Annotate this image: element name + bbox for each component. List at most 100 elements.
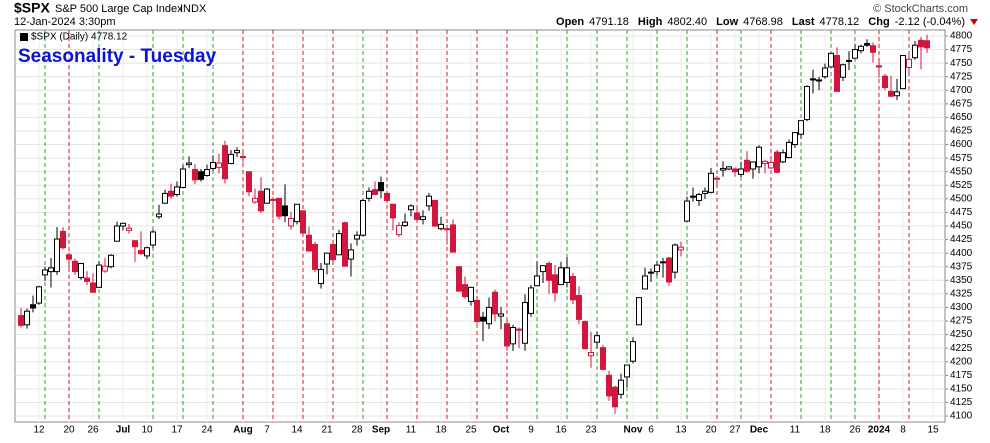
x-tick-label: Jul (116, 425, 131, 436)
stat-value: 4778.12 (820, 16, 860, 28)
candle-body (642, 275, 648, 290)
x-tick-label: 24 (201, 425, 213, 436)
candle-body (90, 282, 96, 293)
candle-body (678, 246, 684, 251)
candle-body (384, 192, 390, 201)
x-tick-label: 12 (33, 425, 45, 436)
candle-body (786, 141, 792, 159)
candle-body (498, 313, 504, 317)
candle-body (354, 234, 360, 240)
candle-body (450, 224, 456, 253)
candle-body (696, 194, 702, 201)
candle-body (474, 299, 480, 323)
candle-body (654, 264, 660, 273)
y-tick-label: 4725 (950, 71, 973, 82)
candle-body (546, 262, 552, 281)
candle-body (780, 152, 786, 163)
x-tick-label: 28 (351, 425, 363, 436)
candle-body (870, 45, 876, 53)
candle-body (336, 233, 342, 256)
candle-body (186, 162, 192, 166)
x-tick-label: 26 (849, 425, 861, 436)
x-tick-label: Aug (233, 425, 252, 436)
candle-body (96, 264, 102, 288)
candle-body (852, 49, 858, 59)
candle-body (288, 217, 294, 227)
stat-value: 4802.40 (667, 16, 707, 28)
candle-body (912, 44, 918, 59)
candle-body (846, 59, 852, 62)
candle-body (666, 257, 672, 283)
candle-body (876, 65, 882, 68)
down-arrow (970, 19, 978, 25)
candle-body (270, 198, 276, 201)
y-tick-label: 4150 (950, 384, 973, 395)
candle-body (684, 200, 690, 222)
candle-body (228, 153, 234, 165)
candle-body (720, 167, 726, 171)
x-tick-label: 11 (406, 425, 417, 436)
stat-value: -2.12 (-0.04%) (895, 16, 965, 28)
candle-body (402, 221, 408, 226)
candle-body (882, 75, 888, 89)
candle-body (552, 274, 558, 294)
y-tick-label: 4525 (950, 180, 973, 191)
candle-body (888, 90, 894, 97)
candle-body (858, 45, 864, 52)
candle-body (600, 347, 606, 370)
y-tick-label: 4800 (950, 31, 973, 42)
candle-body (714, 177, 720, 180)
y-tick-label: 4175 (950, 370, 973, 381)
x-tick-label: 20 (705, 425, 717, 436)
candle-body (522, 302, 528, 344)
candle-body (264, 188, 270, 204)
candle-body (708, 172, 714, 193)
candle-body (900, 55, 906, 90)
y-tick-label: 4200 (950, 356, 973, 367)
x-tick-label: 7 (264, 425, 270, 436)
candle-body (810, 78, 816, 81)
candle-body (534, 275, 540, 287)
candle-body (78, 262, 84, 279)
candle-body (282, 205, 288, 217)
candle-body (138, 249, 144, 255)
candle-body (210, 161, 216, 169)
y-tick-label: 4700 (950, 85, 973, 96)
candle-body (612, 386, 618, 408)
candle-body (72, 260, 78, 273)
y-tick-label: 4750 (950, 58, 973, 69)
y-tick-label: 4550 (950, 166, 973, 177)
y-tick-label: 4375 (950, 261, 973, 272)
candle-body (618, 379, 624, 395)
candle-body (468, 286, 474, 302)
candle-body (420, 216, 426, 220)
candle-body (414, 212, 420, 220)
candle-body (906, 58, 912, 68)
stat-label: Last (792, 16, 815, 28)
x-tick-label: 23 (585, 425, 597, 436)
candle-body (120, 222, 126, 227)
candle-body (324, 252, 330, 265)
candle-body (114, 225, 120, 242)
candle-body (486, 306, 492, 325)
candle-body (276, 197, 282, 217)
x-tick-label: 18 (435, 425, 447, 436)
candle-body (42, 269, 48, 276)
candle-body (180, 168, 186, 188)
candle-body (822, 67, 828, 78)
candle-body (426, 195, 432, 207)
candle-body (204, 169, 210, 177)
legend-swatch (20, 33, 28, 41)
candle-body (864, 43, 870, 46)
candle-body (54, 238, 60, 273)
candle-body (588, 352, 594, 357)
y-tick-label: 4600 (950, 139, 973, 150)
candle-body (102, 265, 108, 272)
x-tick-label: Nov (624, 425, 643, 436)
candle-body (174, 186, 180, 196)
candle-body (66, 254, 72, 260)
legend-label: $SPX (Daily) 4778.12 (31, 32, 128, 43)
candle-body (504, 323, 510, 347)
candle-body (762, 160, 768, 165)
x-tick-label: 18 (819, 425, 831, 436)
